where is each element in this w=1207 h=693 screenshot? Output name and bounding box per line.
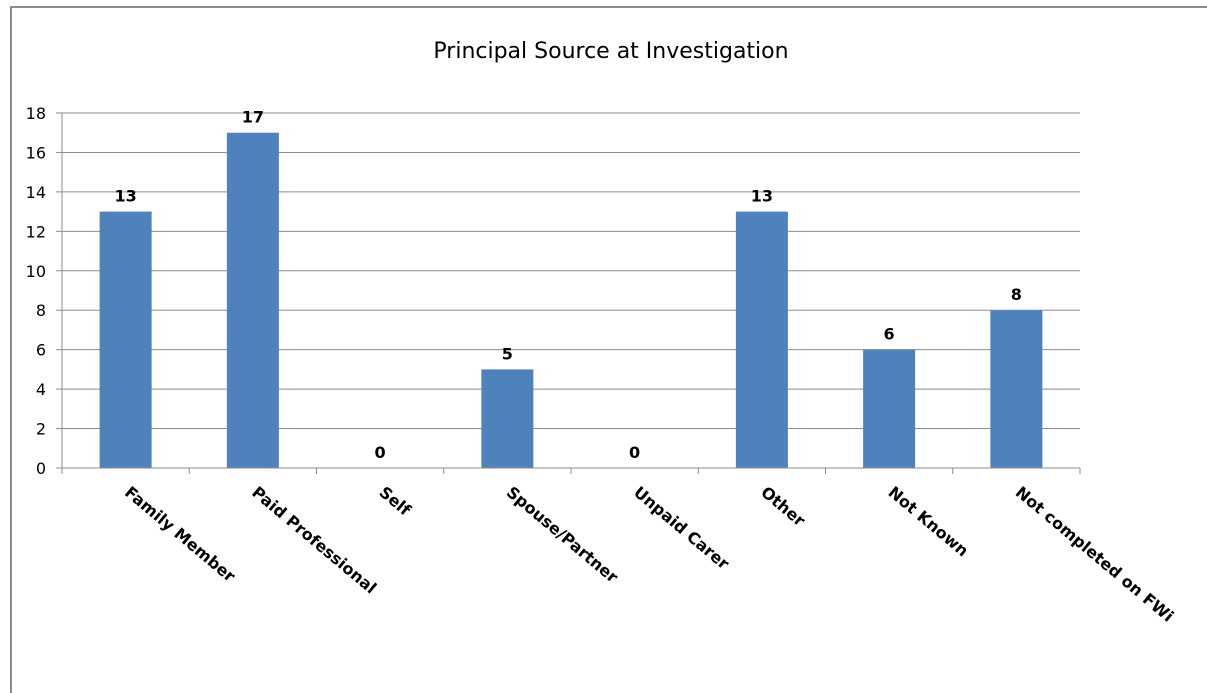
y-tick-label: 10 xyxy=(26,262,46,281)
y-tick-label: 18 xyxy=(26,104,46,123)
data-label: 13 xyxy=(114,187,136,206)
bars xyxy=(99,132,1043,468)
bar xyxy=(481,369,534,468)
data-label: 6 xyxy=(884,325,895,344)
y-tick-label: 4 xyxy=(36,380,46,399)
y-tick-label: 8 xyxy=(36,301,46,320)
data-labels: 13 17 0 5 0 13 6 8 xyxy=(114,108,1021,462)
x-category-label: Self xyxy=(376,483,416,521)
x-category-label: Not Known xyxy=(885,483,973,561)
chart-title: Principal Source at Investigation xyxy=(433,39,788,64)
y-tick-label: 16 xyxy=(26,143,46,162)
data-label: 8 xyxy=(1011,285,1022,304)
gridlines xyxy=(62,112,1080,430)
data-label: 0 xyxy=(629,443,640,462)
bar xyxy=(863,349,916,468)
y-tick-label: 6 xyxy=(36,341,46,360)
bar xyxy=(226,132,279,468)
bar xyxy=(990,310,1043,468)
y-tick-label: 0 xyxy=(36,459,46,478)
x-category-label: Spouse/Partner xyxy=(503,483,622,587)
y-axis: 0 2 4 6 8 10 12 14 16 18 xyxy=(26,104,63,478)
x-category-label: Other xyxy=(757,483,809,531)
y-tick-label: 14 xyxy=(26,183,46,202)
bar xyxy=(735,211,788,468)
x-category-label: Not completed on FWi xyxy=(1012,483,1177,626)
x-category-label: Unpaid Carer xyxy=(630,483,733,574)
data-label: 0 xyxy=(375,443,386,462)
y-tick-label: 12 xyxy=(26,222,46,241)
data-label: 13 xyxy=(751,187,773,206)
data-label: 17 xyxy=(242,108,264,127)
x-category-label: Family Member xyxy=(121,483,239,586)
x-category-label: Paid Professional xyxy=(248,483,380,598)
data-label: 5 xyxy=(502,344,513,363)
y-tick-label: 2 xyxy=(36,420,46,439)
bar xyxy=(99,211,152,468)
